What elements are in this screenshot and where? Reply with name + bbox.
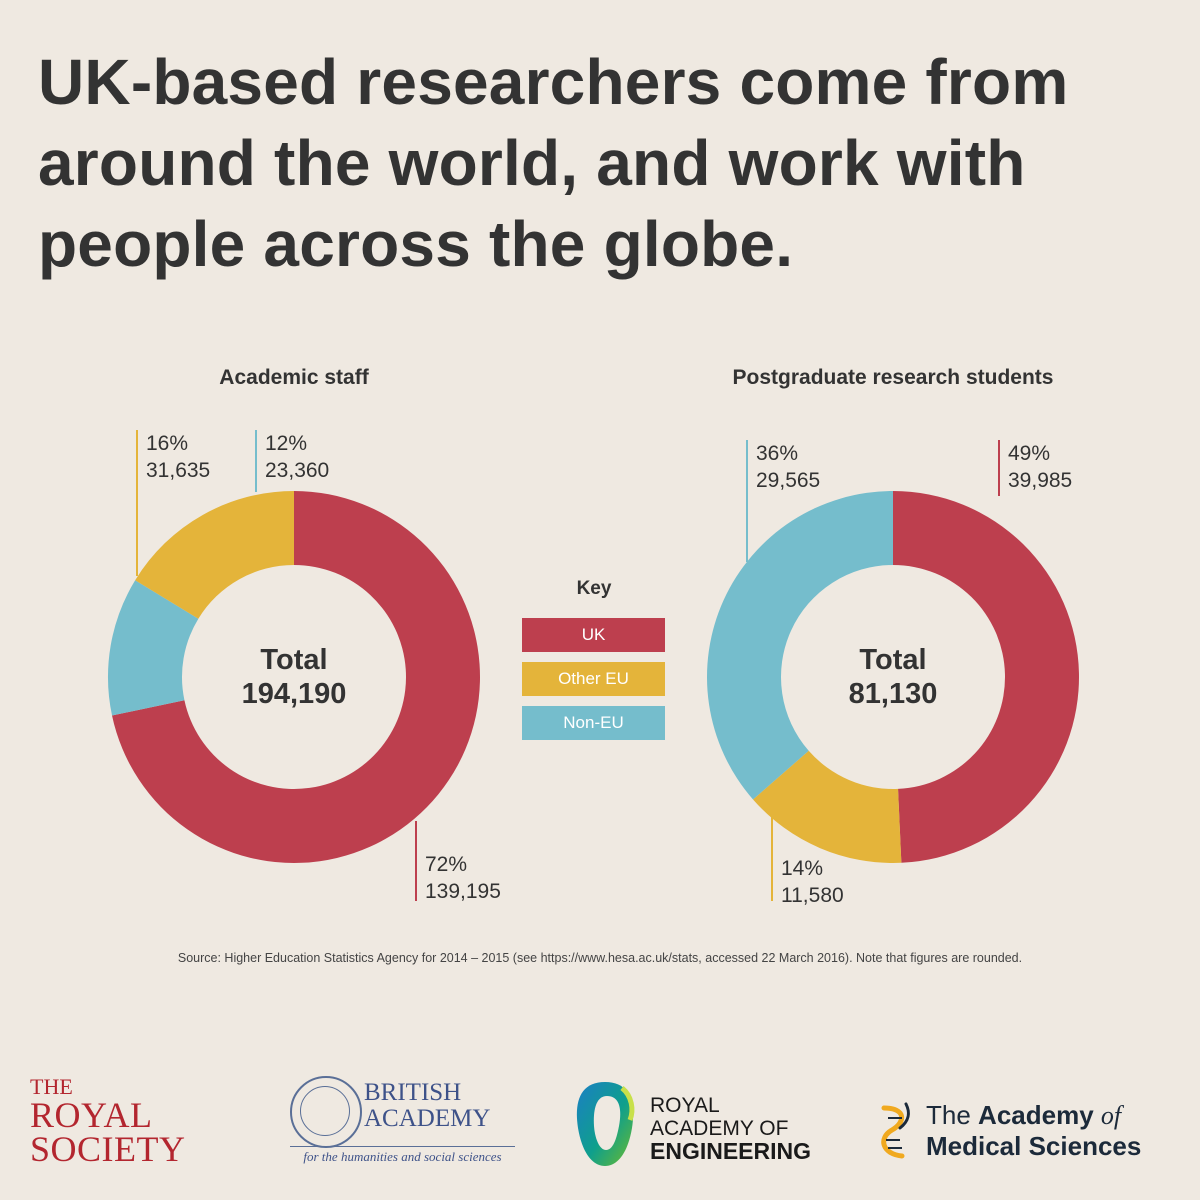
royal-society-logo-royal: ROYAL <box>30 1095 153 1135</box>
other-eu-leader-line <box>771 813 773 901</box>
rae-emblem-icon <box>576 1082 635 1166</box>
callout-percent: 72% <box>425 853 468 876</box>
donut-slice-other-eu <box>753 750 902 863</box>
donut-slice-non-eu <box>108 580 199 716</box>
donut-slice-uk <box>112 491 480 864</box>
rae-name-line-3: ENGINEERING <box>650 1138 812 1164</box>
british-academy-name: BRITISH ACADEMY <box>364 1080 490 1132</box>
academic-staff-other-eu-callout: 16% 31,635 <box>136 430 211 576</box>
legend-item-non-eu: Non-EU <box>522 706 665 740</box>
donut-slice-uk <box>893 491 1079 863</box>
legend-item-uk: UK <box>522 618 665 652</box>
pgr-uk-callout: 49% 39,985 <box>998 440 1073 496</box>
royal-society-logo-society: SOCIETY <box>30 1129 186 1169</box>
callout-percent: 49% <box>1008 442 1051 465</box>
callout-percent: 14% <box>781 857 824 880</box>
source-note: Source: Higher Education Statistics Agen… <box>177 951 1023 965</box>
pgr-students-total-label: Total <box>859 644 927 676</box>
rae-name: ROYAL ACADEMY OF ENGINEERING <box>650 1094 811 1163</box>
ams-name-line-1: The Academy of <box>926 1100 1141 1131</box>
british-academy-tagline: for the humanities and social sciences <box>290 1146 515 1165</box>
rae-name-line-2: ACADEMY OF <box>650 1117 789 1140</box>
pgr-students-donut <box>707 491 1079 863</box>
donut-slice-non-eu <box>707 491 893 800</box>
callout-count: 23,360 <box>265 459 330 482</box>
dna-helix-icon <box>881 1102 910 1159</box>
callout-count: 31,635 <box>146 459 211 482</box>
ams-name-line-2: Medical Sciences <box>926 1131 1142 1161</box>
uk-leader-line <box>998 440 1000 496</box>
royal-society-logo: THE ROYAL SOCIETY <box>30 1074 186 1169</box>
rae-name-line-1: ROYAL <box>650 1094 720 1117</box>
academic-staff-total: Total 194,190 <box>242 643 347 711</box>
headline: UK-based researchers come from around th… <box>38 42 1158 285</box>
ams-prefix: The <box>926 1100 971 1130</box>
callout-percent: 16% <box>146 432 189 455</box>
pgr-non-eu-callout: 36% 29,565 <box>746 440 821 562</box>
headline-line-1: UK-based researchers come from <box>38 46 1069 118</box>
academic-staff-total-label: Total <box>260 644 328 676</box>
british-academy-seal-icon <box>290 1076 362 1148</box>
callout-percent: 12% <box>265 432 308 455</box>
academic-staff-chart-title: Academic staff <box>219 366 369 389</box>
donut-slice-other-eu <box>135 491 294 619</box>
other-eu-leader-line <box>136 430 138 576</box>
callout-count: 39,985 <box>1008 469 1073 492</box>
ams-name: The Academy of Medical Sciences <box>926 1100 1141 1161</box>
pgr-students-total: Total 81,130 <box>849 643 938 711</box>
pgr-students-total-value: 81,130 <box>848 678 938 710</box>
callout-count: 29,565 <box>756 469 821 492</box>
callout-count: 11,580 <box>781 884 844 907</box>
legend-item-other-eu: Other EU <box>522 662 665 696</box>
non-eu-leader-line <box>255 430 257 492</box>
academic-staff-non-eu-callout: 12% 23,360 <box>255 430 330 492</box>
uk-leader-line <box>415 821 417 901</box>
legend-title: Key <box>576 578 612 599</box>
british-academy-name-line-1: BRITISH <box>364 1079 462 1106</box>
non-eu-leader-line <box>746 440 748 562</box>
callout-count: 139,195 <box>425 880 501 903</box>
headline-line-2: around the world, and work with <box>38 127 1026 199</box>
academic-staff-uk-callout: 72% 139,195 <box>415 821 501 905</box>
british-academy-logo: BRITISH ACADEMY for the humanities and s… <box>290 1076 530 1168</box>
ams-academy: Academy <box>978 1100 1094 1130</box>
royal-society-logo-the: THE <box>30 1074 73 1099</box>
ams-of: of <box>1100 1101 1122 1130</box>
academic-staff-total-value: 194,190 <box>241 678 347 710</box>
callout-percent: 36% <box>756 442 799 465</box>
pgr-other-eu-callout: 14% 11,580 <box>771 813 844 909</box>
british-academy-name-line-2: ACADEMY <box>364 1105 491 1132</box>
pgr-students-chart-title: Postgraduate research students <box>732 366 1054 389</box>
academic-staff-donut <box>108 491 480 864</box>
headline-line-3: people across the globe. <box>38 208 794 280</box>
